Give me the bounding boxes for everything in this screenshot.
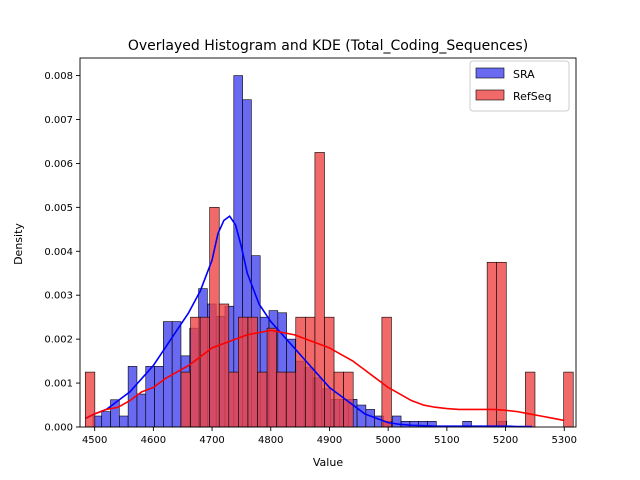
bar-sra (101, 411, 111, 428)
bar-refseq (228, 371, 239, 428)
y-tick-label: 0.006 (44, 159, 73, 170)
x-tick-label: 4500 (82, 435, 107, 446)
bar-refseq (190, 316, 201, 428)
plot-area (79, 57, 577, 428)
bar-refseq (381, 316, 392, 428)
bar-refseq (180, 371, 191, 428)
kde-line-sra (85, 215, 532, 428)
x-tick-label: 5200 (493, 435, 518, 446)
bar-refseq (486, 261, 498, 428)
x-tick-label: 4900 (317, 435, 342, 446)
y-tick-label: 0.003 (44, 291, 73, 302)
bar-refseq (218, 303, 230, 428)
y-tick-label: 0.001 (44, 379, 73, 390)
y-tick-label: 0.007 (44, 115, 73, 126)
bar-sra (145, 366, 155, 428)
y-tick-label: 0.000 (44, 423, 73, 434)
bar-sra (365, 409, 375, 428)
y-tick-label: 0.005 (44, 203, 73, 214)
x-tick-label: 5000 (375, 435, 400, 446)
bar-sra (154, 366, 164, 428)
x-tick-label: 4600 (141, 435, 166, 446)
bar-sra (163, 321, 173, 428)
legend-swatch-sra (475, 67, 505, 79)
bar-refseq (333, 371, 344, 428)
bar-refseq (257, 371, 268, 428)
y-tick-label: 0.002 (44, 335, 73, 346)
kde-line-refseq (85, 329, 565, 422)
x-tick-label: 4700 (199, 435, 224, 446)
bar-refseq (525, 371, 536, 428)
bar-sra (119, 415, 129, 428)
bar-refseq (238, 316, 249, 428)
x-axis: 4500 4600 4700 4800 4900 5000 5100 5200 5300 (82, 427, 577, 446)
bar-refseq (305, 316, 316, 428)
bar-refseq (324, 316, 335, 428)
bars-refseq (84, 152, 574, 428)
bar-refseq (563, 371, 574, 428)
bar-refseq (209, 207, 220, 428)
bar-refseq (295, 316, 306, 428)
y-axis-title: Density (12, 223, 25, 265)
bar-refseq (285, 371, 297, 428)
bar-sra (391, 415, 402, 428)
y-tick-label: 0.008 (44, 71, 73, 82)
x-axis-title: Value (313, 456, 343, 469)
bar-refseq (496, 261, 507, 428)
bar-refseq (276, 371, 287, 428)
legend-label-refseq: RefSeq (513, 90, 552, 103)
bar-refseq (84, 371, 96, 428)
bar-refseq (199, 316, 210, 428)
chart-title: Overlayed Histogram and KDE (Total_Codin… (128, 38, 528, 54)
y-tick-label: 0.004 (44, 247, 73, 258)
x-tick-label: 5100 (434, 435, 459, 446)
axes-frame (79, 57, 577, 428)
legend: SRA RefSeq (469, 60, 570, 112)
y-axis: 0.000 0.001 0.002 0.003 0.004 0.005 0.006 0.007… (44, 71, 80, 434)
legend-label-sra: SRA (513, 68, 535, 81)
x-tick-label: 4800 (258, 435, 283, 446)
legend-swatch-refseq (475, 89, 505, 101)
bar-refseq (266, 327, 277, 428)
bar-refseq (314, 152, 325, 428)
bar-sra (136, 393, 147, 428)
x-tick-label: 5300 (552, 435, 577, 446)
